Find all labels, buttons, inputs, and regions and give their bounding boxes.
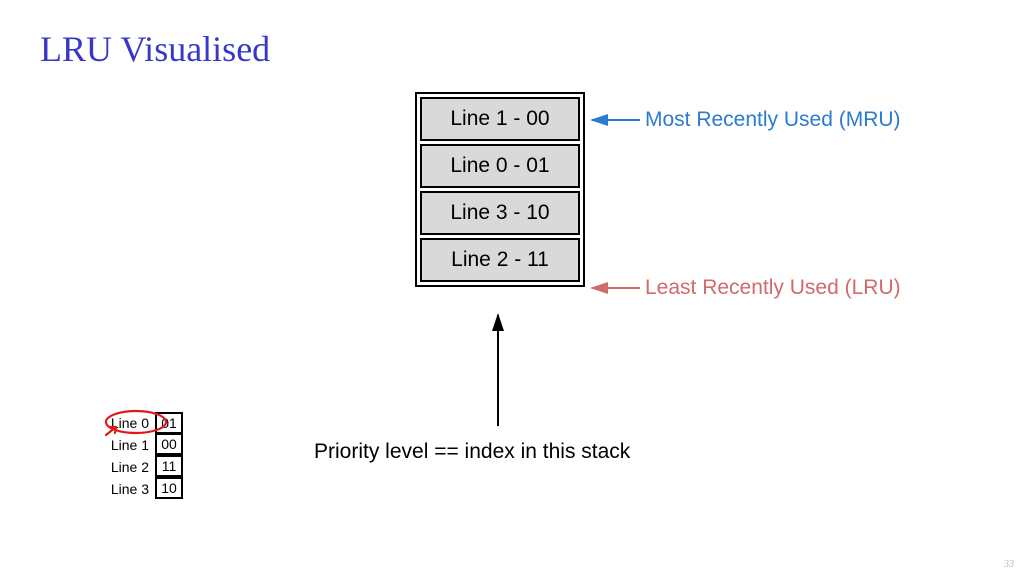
slide-title: LRU Visualised xyxy=(40,28,270,70)
stack-row: Line 2 - 11 xyxy=(420,238,580,282)
small-line-table: Line 001Line 100Line 211Line 310 xyxy=(105,412,183,500)
small-row-label: Line 3 xyxy=(105,481,155,497)
small-table-row: Line 211 xyxy=(105,456,183,478)
stack-row: Line 3 - 10 xyxy=(420,191,580,235)
small-row-label: Line 1 xyxy=(105,437,155,453)
small-row-value: 10 xyxy=(155,477,183,499)
small-table-row: Line 100 xyxy=(105,434,183,456)
page-number: 33 xyxy=(1004,559,1014,570)
small-table-row: Line 001 xyxy=(105,412,183,434)
priority-caption: Priority level == index in this stack xyxy=(314,440,630,464)
small-row-value: 00 xyxy=(155,433,183,455)
stack-row: Line 0 - 01 xyxy=(420,144,580,188)
lru-label: Least Recently Used (LRU) xyxy=(645,276,901,300)
mru-label: Most Recently Used (MRU) xyxy=(645,108,901,132)
small-row-label: Line 0 xyxy=(105,415,155,431)
small-row-label: Line 2 xyxy=(105,459,155,475)
lru-stack: Line 1 - 00Line 0 - 01Line 3 - 10Line 2 … xyxy=(415,92,585,287)
small-row-value: 01 xyxy=(155,412,183,434)
small-row-value: 11 xyxy=(155,455,183,477)
small-table-row: Line 310 xyxy=(105,478,183,500)
stack-row: Line 1 - 00 xyxy=(420,97,580,141)
